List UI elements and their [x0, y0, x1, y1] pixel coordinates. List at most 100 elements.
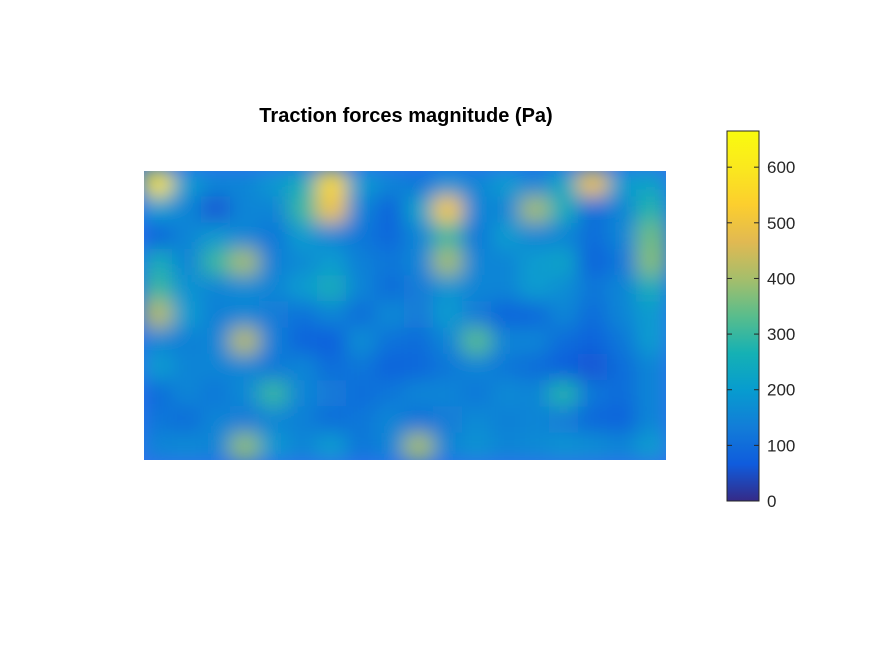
heat-cell	[607, 380, 638, 409]
heat-cell	[201, 432, 232, 460]
heat-cell	[462, 406, 493, 435]
heat-cell	[288, 327, 319, 356]
heat-cell	[317, 301, 348, 330]
heat-cell	[578, 432, 609, 460]
heat-cell	[491, 327, 522, 356]
heat-cell	[549, 380, 580, 409]
colorbar-ticks: 0 100 200 300 400 500 600	[727, 158, 795, 511]
heat-cell	[288, 275, 319, 304]
colorbar-tick-label: 500	[767, 214, 795, 233]
heat-cell	[346, 432, 377, 460]
heat-cell	[288, 248, 319, 278]
heat-cell	[317, 432, 348, 460]
heat-cell	[636, 248, 666, 278]
heat-cell	[578, 353, 609, 383]
heat-cell	[607, 275, 638, 304]
heat-cell	[144, 196, 174, 225]
heat-cell	[317, 380, 348, 409]
heat-cell	[578, 222, 609, 251]
heat-cell	[346, 196, 377, 225]
heat-cell	[404, 196, 435, 225]
heat-cell	[288, 196, 319, 225]
heat-cell	[549, 171, 580, 199]
heat-cell	[491, 432, 522, 460]
heat-cell	[549, 301, 580, 330]
heat-cell	[607, 353, 638, 383]
colorbar: 0 100 200 300 400 500 600	[726, 130, 795, 511]
heat-cell	[144, 248, 174, 278]
heat-cell	[636, 432, 666, 460]
heat-cell	[172, 196, 203, 225]
heat-cell	[144, 406, 174, 435]
heat-cell	[259, 327, 290, 356]
heat-cell	[491, 380, 522, 409]
heat-cell	[172, 353, 203, 383]
heat-cell	[520, 353, 551, 383]
heat-cell	[433, 353, 464, 383]
heat-cell	[230, 222, 261, 251]
heat-cell	[230, 406, 261, 435]
heat-cell	[578, 196, 609, 225]
heat-cell	[491, 275, 522, 304]
heat-cell	[375, 196, 406, 225]
heat-cell	[636, 406, 666, 435]
heat-cell	[288, 380, 319, 409]
heat-cell	[375, 406, 406, 435]
heat-cell	[230, 380, 261, 409]
heat-cell	[375, 275, 406, 304]
heat-cell	[549, 275, 580, 304]
heat-cell	[404, 327, 435, 356]
heat-cell	[636, 171, 666, 199]
heat-cell	[259, 406, 290, 435]
heat-cell	[520, 327, 551, 356]
heat-cell	[578, 301, 609, 330]
heat-cell	[404, 380, 435, 409]
heat-cell	[433, 222, 464, 251]
heat-cell	[404, 171, 435, 199]
heat-cell	[375, 432, 406, 460]
heat-cell	[520, 171, 551, 199]
heat-cell	[462, 171, 493, 199]
heat-cell	[578, 248, 609, 278]
heat-cell	[201, 353, 232, 383]
heat-cell	[462, 275, 493, 304]
heat-cell	[578, 327, 609, 356]
heat-cell	[491, 406, 522, 435]
heat-cell	[549, 432, 580, 460]
colorbar-tick-label: 400	[767, 269, 795, 288]
heat-cell	[462, 248, 493, 278]
heat-cell	[201, 196, 232, 225]
heat-cell	[375, 380, 406, 409]
heat-cell	[491, 222, 522, 251]
heat-cell	[433, 406, 464, 435]
heat-cell	[520, 380, 551, 409]
heat-cell	[259, 353, 290, 383]
chart-title: Traction forces magnitude (Pa)	[259, 105, 552, 127]
heat-cell	[491, 171, 522, 199]
heat-cell	[259, 222, 290, 251]
colorbar-tick-label: 300	[767, 325, 795, 344]
heat-cell	[201, 380, 232, 409]
heat-cell	[433, 301, 464, 330]
heat-cell	[404, 406, 435, 435]
heat-cell	[375, 301, 406, 330]
heat-cell	[259, 301, 290, 330]
heat-cell	[491, 353, 522, 383]
heat-cell	[607, 171, 638, 199]
heat-cell	[462, 196, 493, 225]
heat-cell	[607, 432, 638, 460]
heatmap-plot-area	[144, 171, 666, 460]
heat-cell	[404, 222, 435, 251]
heat-cell	[433, 380, 464, 409]
heat-cell	[346, 380, 377, 409]
colorbar-border	[726, 130, 760, 502]
heat-cell	[433, 171, 464, 199]
heat-cell	[317, 406, 348, 435]
heat-cell	[346, 248, 377, 278]
heat-cell	[201, 275, 232, 304]
heat-cell	[317, 171, 348, 199]
heat-cell	[607, 301, 638, 330]
heat-cell	[172, 222, 203, 251]
heat-cell	[520, 222, 551, 251]
heat-cell	[375, 171, 406, 199]
